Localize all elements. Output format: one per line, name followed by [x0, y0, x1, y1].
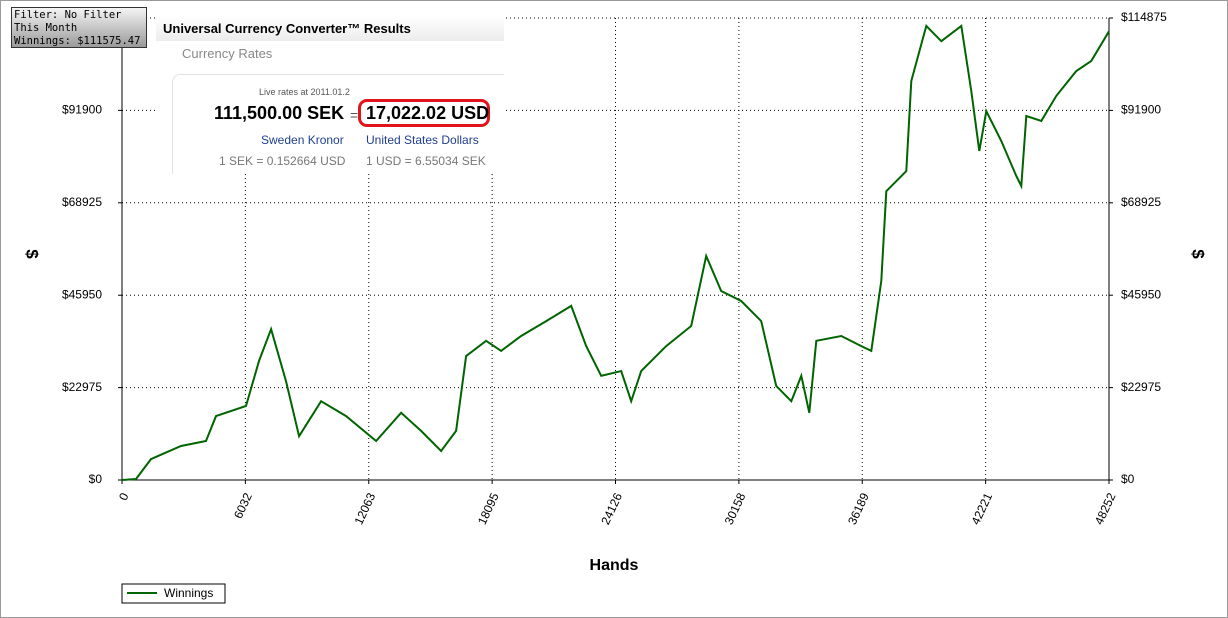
from-amount: 111,500.00 SEK: [214, 103, 345, 123]
legend-label: Winnings: [164, 586, 213, 600]
y2-tick-label: $0: [1121, 472, 1135, 486]
x-tick-label: 6032: [231, 490, 255, 520]
converter-subtitle: Currency Rates: [182, 46, 273, 61]
x-axis-title: Hands: [590, 557, 639, 574]
y2-tick-label: $45950: [1121, 287, 1161, 301]
converter-panel: Universal Currency Converter™ Results Cu…: [156, 16, 504, 174]
x-tick-label: 12063: [352, 490, 379, 526]
x-tick-label: 24126: [598, 490, 625, 526]
x-tick-label: 42221: [968, 490, 995, 526]
x-tick-label: 0: [116, 490, 132, 502]
from-name: Sweden Kronor: [261, 133, 344, 147]
filter-box: Filter: No Filter This Month Winnings: $…: [11, 7, 147, 48]
converter-box: [172, 74, 504, 174]
y2-tick-label: $91900: [1121, 103, 1161, 117]
highlight-ring: [358, 99, 490, 127]
filter-line: This Month: [14, 22, 78, 34]
y-tick-label: $45950: [62, 287, 102, 301]
from-rate: 1 SEK = 0.152664 USD: [219, 154, 346, 168]
live-rates: Live rates at 2011.01.2: [259, 87, 350, 97]
y-tick-label: $68925: [62, 195, 102, 209]
to-amount: 17,022.02 USD: [366, 103, 490, 123]
x-tick-label: 48252: [1092, 490, 1119, 526]
filter-line: Filter: No Filter: [14, 9, 122, 21]
to-rate: 1 USD = 6.55034 SEK: [366, 154, 486, 168]
y-tick-label: $0: [89, 472, 103, 486]
y2-tick-label: $114875: [1121, 10, 1167, 24]
y2-tick-label: $68925: [1121, 195, 1161, 209]
legend: [121, 583, 226, 604]
equals: =: [350, 107, 359, 123]
filter-line: Winnings: $111575.47: [14, 35, 141, 47]
y2-axis-title: $: [1189, 249, 1208, 259]
y-tick-label: $91900: [62, 103, 102, 117]
x-tick-label: 18095: [475, 490, 502, 526]
x-tick-label: 30158: [722, 490, 749, 526]
converter-title: Universal Currency Converter™ Results: [156, 16, 504, 41]
to-name: United States Dollars: [366, 133, 479, 147]
y-tick-label: $22975: [62, 380, 102, 394]
series-line: [121, 23, 1110, 481]
y2-tick-label: $22975: [1121, 380, 1161, 394]
x-tick-label: 36189: [845, 490, 872, 526]
y-axis-title: $: [23, 249, 42, 259]
